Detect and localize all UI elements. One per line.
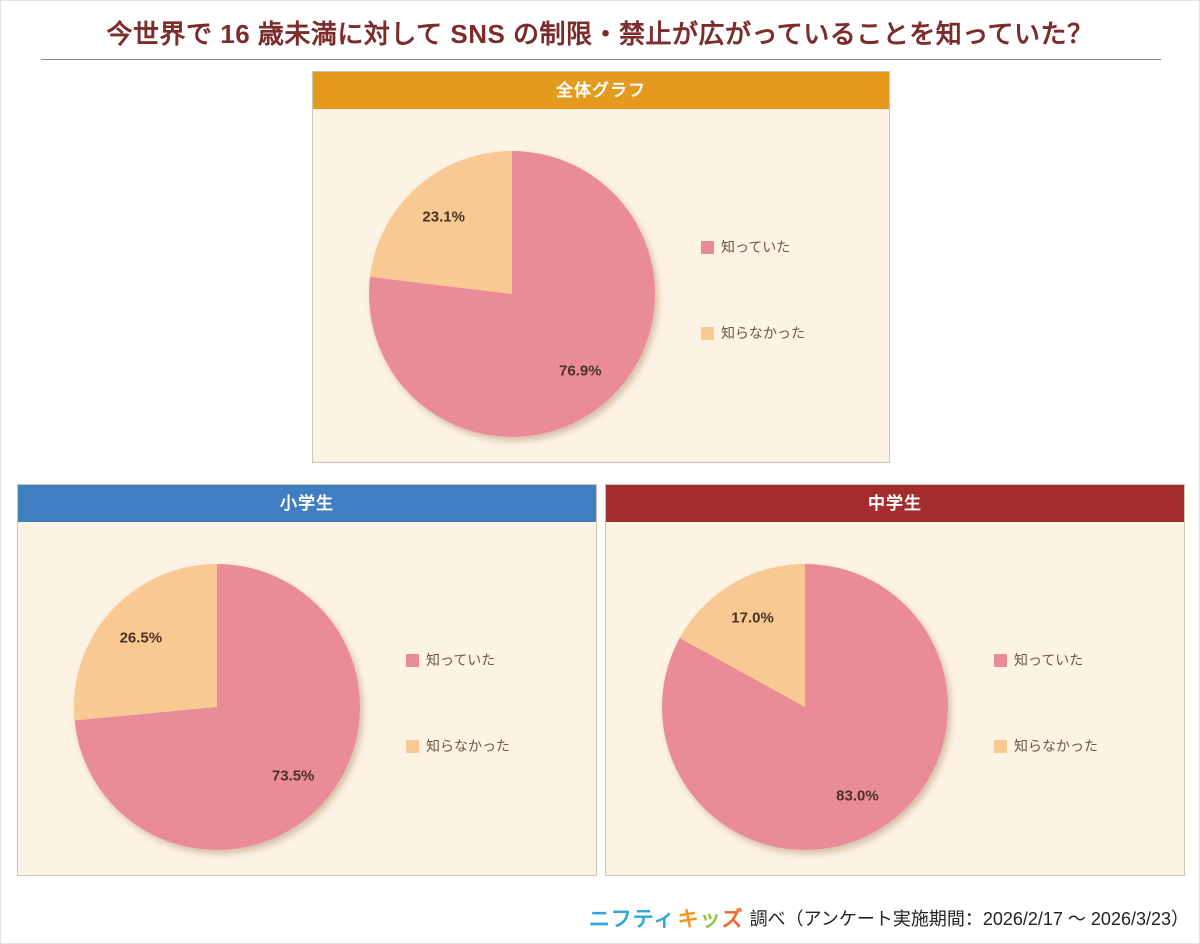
kids-logo-char: ッ (699, 908, 722, 931)
legend-item-knew: 知っていた (994, 650, 1098, 670)
legend-item-did-not-know: 知らなかった (994, 736, 1098, 756)
kids-logo-char: ズ (721, 908, 744, 931)
panel-elementary-body: 73.5% 26.5% 知っていた 知らなかった (18, 522, 596, 875)
survey-period-note: 調べ（アンケート実施期間：2026/2/17 ～ 2026/3/23） (749, 909, 1189, 929)
legend-label-did-not-know: 知らなかった (426, 738, 510, 754)
panel-elementary-header: 小学生 (18, 485, 596, 522)
legend-swatch-did-not-know (994, 739, 1007, 753)
legend-swatch-did-not-know (701, 326, 714, 340)
legend-item-knew: 知っていた (701, 237, 805, 257)
legend-swatch-knew (406, 653, 419, 667)
kids-logo-char: キ (677, 908, 700, 931)
legend-swatch-knew (994, 653, 1007, 667)
panel-junior-high: 中学生 83.0% 17.0% 知っていた 知らなかった (605, 484, 1185, 876)
footer: ニフティ キッズ 調べ（アンケート実施期間：2026/2/17 ～ 2026/3… (589, 903, 1189, 933)
legend-item-knew: 知っていた (406, 650, 510, 670)
legend-item-did-not-know: 知らなかった (406, 736, 510, 756)
legend-overall: 知っていた 知らなかった (701, 237, 805, 343)
panel-overall-body: 76.9% 23.1% 知っていた 知らなかった (313, 109, 889, 462)
legend-swatch-knew (701, 240, 714, 254)
nifty-logo-text: ニフティ (588, 908, 676, 931)
pie-percent-label: 23.1% (422, 208, 465, 226)
pie-chart-elementary: 73.5% 26.5% (74, 564, 360, 850)
legend-label-knew: 知っていた (426, 652, 496, 668)
pie-percent-label: 17.0% (731, 609, 774, 627)
pie-percent-label: 26.5% (119, 629, 163, 647)
pie-percent-label: 83.0% (836, 787, 879, 805)
legend-label-knew: 知っていた (721, 239, 791, 255)
page-title: 今世界で 16 歳未満に対して SNS の制限・禁止が広がっていることを知ってい… (106, 19, 1094, 49)
pie-chart-junior-high: 83.0% 17.0% (662, 564, 948, 850)
pie-percent-label: 76.9% (559, 362, 602, 380)
legend-elementary: 知っていた 知らなかった (406, 650, 510, 756)
panel-overall: 全体グラフ 76.9% 23.1% 知っていた 知らなかった (312, 71, 890, 463)
panel-overall-header: 全体グラフ (313, 72, 889, 109)
pie-percent-label: 73.5% (271, 767, 315, 785)
title-divider (41, 59, 1161, 60)
panel-elementary: 小学生 73.5% 26.5% 知っていた 知らなかった (17, 484, 597, 876)
legend-swatch-did-not-know (406, 739, 419, 753)
panel-junior-high-header: 中学生 (606, 485, 1184, 522)
legend-label-did-not-know: 知らなかった (1014, 738, 1098, 754)
legend-junior-high: 知っていた 知らなかった (994, 650, 1098, 756)
panel-junior-high-body: 83.0% 17.0% 知っていた 知らなかった (606, 522, 1184, 875)
legend-label-knew: 知っていた (1014, 652, 1084, 668)
legend-item-did-not-know: 知らなかった (701, 323, 805, 343)
legend-label-did-not-know: 知らなかった (721, 325, 805, 341)
pie-chart-overall: 76.9% 23.1% (369, 151, 655, 437)
kids-logo-text: キッズ (678, 903, 744, 933)
